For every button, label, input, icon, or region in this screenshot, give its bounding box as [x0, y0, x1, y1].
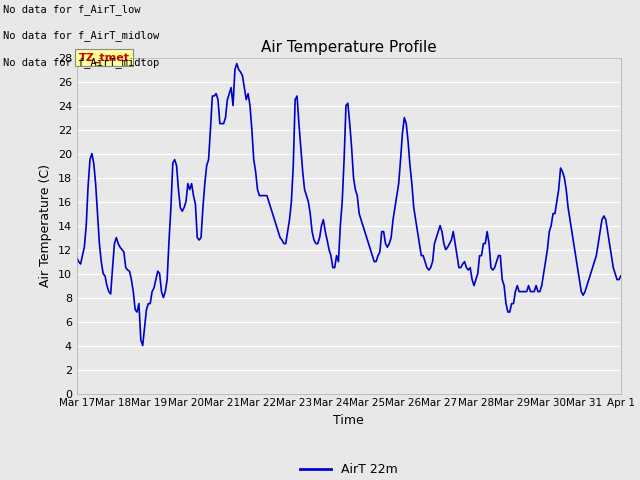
Legend: AirT 22m: AirT 22m — [295, 458, 403, 480]
Text: No data for f_AirT_midlow: No data for f_AirT_midlow — [3, 30, 159, 41]
Text: TZ_tmet: TZ_tmet — [79, 52, 130, 63]
Title: Air Temperature Profile: Air Temperature Profile — [261, 40, 436, 55]
Text: No data for f_AirT_midtop: No data for f_AirT_midtop — [3, 57, 159, 68]
X-axis label: Time: Time — [333, 414, 364, 427]
Text: No data for f_AirT_low: No data for f_AirT_low — [3, 4, 141, 15]
Y-axis label: Air Temperature (C): Air Temperature (C) — [39, 164, 52, 287]
